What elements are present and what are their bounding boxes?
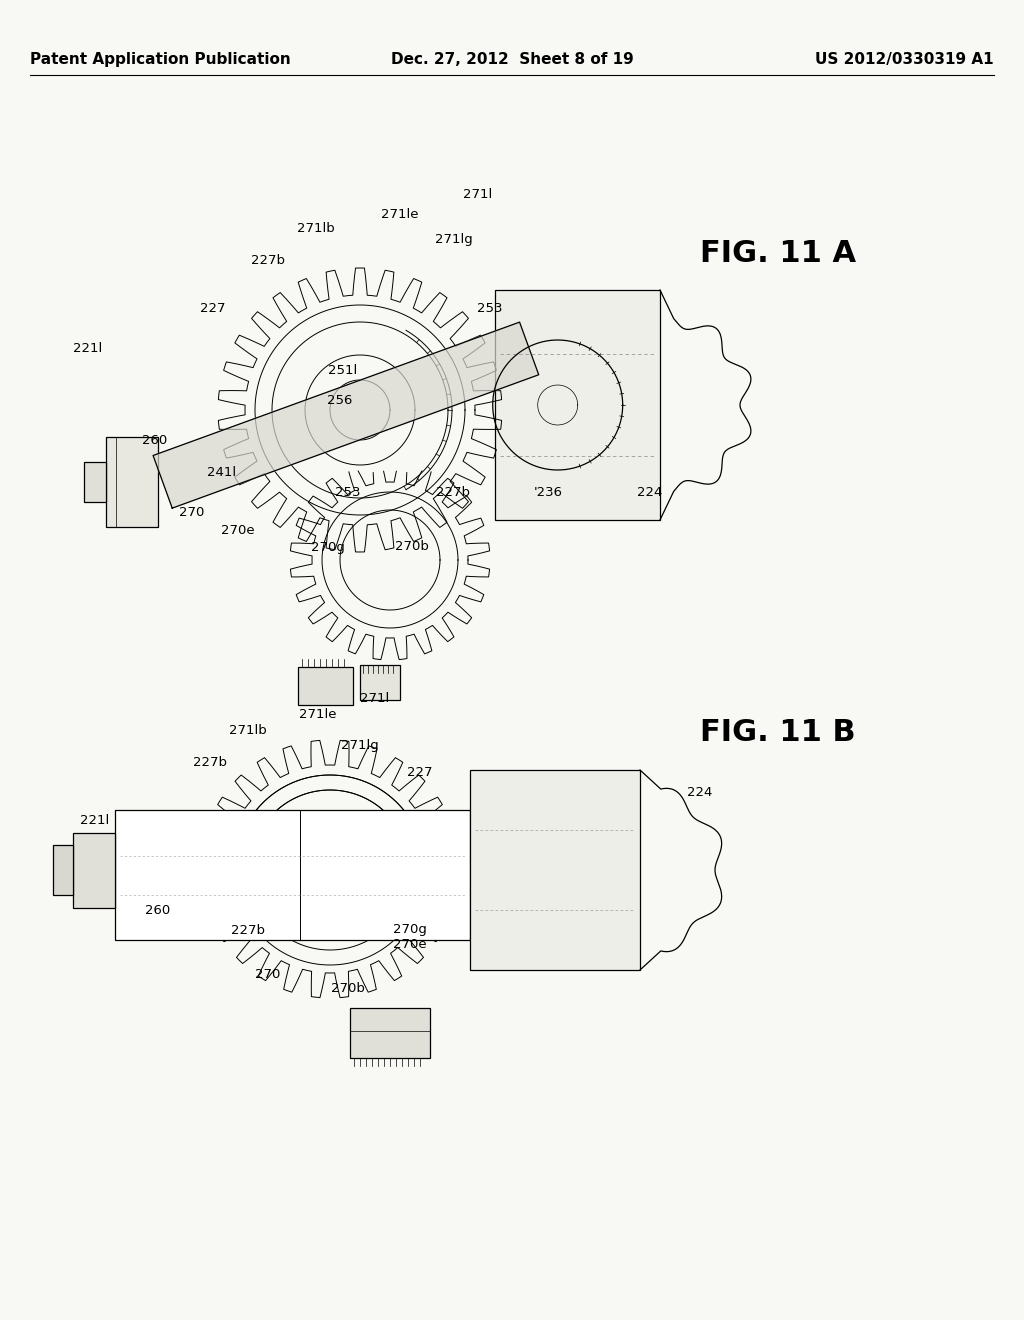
Text: 227: 227 [408, 766, 433, 779]
Text: 241l: 241l [208, 466, 237, 479]
Text: 227b: 227b [231, 924, 265, 936]
Text: 253: 253 [335, 486, 360, 499]
Text: 271le: 271le [299, 709, 337, 722]
Text: '236: '236 [534, 486, 562, 499]
Text: 227: 227 [201, 301, 225, 314]
Bar [105, 437, 158, 527]
Text: 271l: 271l [464, 189, 493, 202]
Text: 227b: 227b [193, 755, 227, 768]
Text: 224: 224 [637, 486, 663, 499]
Text: 270e: 270e [221, 524, 255, 536]
Text: 227b: 227b [436, 486, 470, 499]
Text: 271lb: 271lb [229, 723, 267, 737]
Text: 253: 253 [477, 301, 503, 314]
Text: 271lb: 271lb [297, 222, 335, 235]
Text: 271lg: 271lg [435, 234, 473, 247]
Bar [84, 462, 105, 502]
Text: 271l: 271l [360, 692, 389, 705]
Text: 271lg: 271lg [341, 738, 379, 751]
Text: 270: 270 [255, 969, 281, 982]
Text: 224: 224 [687, 785, 713, 799]
Text: 271le: 271le [381, 209, 419, 222]
Polygon shape [153, 322, 539, 508]
Text: 221l: 221l [74, 342, 102, 355]
Text: 251l: 251l [329, 363, 357, 376]
Bar [73, 833, 115, 908]
Bar [470, 770, 640, 970]
Text: Dec. 27, 2012  Sheet 8 of 19: Dec. 27, 2012 Sheet 8 of 19 [390, 51, 634, 67]
Bar [115, 810, 470, 940]
Text: 260: 260 [142, 433, 168, 446]
Text: 270g: 270g [311, 540, 345, 553]
Bar [495, 290, 660, 520]
Bar [350, 1008, 430, 1059]
Bar [298, 667, 352, 705]
Text: FIG. 11 B: FIG. 11 B [700, 718, 856, 747]
Text: FIG. 11 A: FIG. 11 A [700, 239, 856, 268]
Text: 270g: 270g [393, 924, 427, 936]
Text: Patent Application Publication: Patent Application Publication [30, 51, 291, 67]
Text: 270e: 270e [393, 937, 427, 950]
Text: 227b: 227b [251, 253, 285, 267]
Text: 270: 270 [179, 506, 205, 519]
Text: 256: 256 [328, 393, 352, 407]
Text: 260: 260 [145, 903, 171, 916]
Text: 270b: 270b [395, 540, 429, 553]
Text: 270b: 270b [331, 982, 365, 994]
Bar [360, 665, 400, 700]
Text: US 2012/0330319 A1: US 2012/0330319 A1 [815, 51, 994, 67]
Text: 221l: 221l [80, 813, 110, 826]
Bar [53, 845, 73, 895]
